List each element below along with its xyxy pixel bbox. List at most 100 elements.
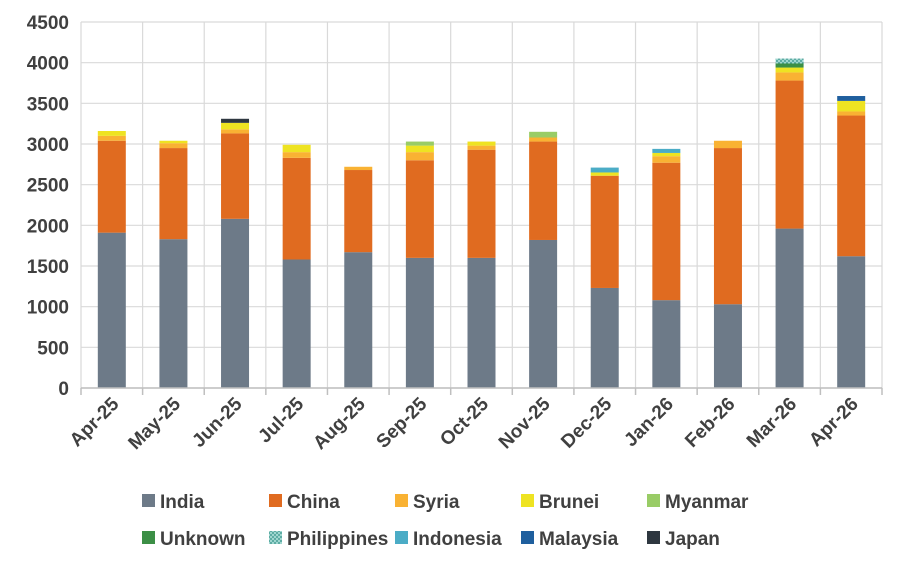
x-tick-label: Nov-25 xyxy=(495,393,555,453)
x-tick-label: Dec-25 xyxy=(557,393,616,452)
bar-segment-syria-jul-25 xyxy=(282,152,311,158)
bar-segment-india-apr-26 xyxy=(837,256,866,388)
legend-label-indonesia: Indonesia xyxy=(413,529,502,550)
bar-segment-china-oct-25 xyxy=(467,149,496,258)
bar-segment-china-feb-26 xyxy=(713,148,742,305)
bar-segment-china-dec-25 xyxy=(590,175,619,288)
bar-segment-syria-apr-26 xyxy=(837,111,866,116)
legend-swatch-japan xyxy=(647,531,660,544)
bar-segment-china-jul-25 xyxy=(282,157,311,260)
bar-segment-syria-apr-25 xyxy=(97,135,126,141)
legend-swatch-malaysia xyxy=(521,531,534,544)
bar-segment-brunei-may-25 xyxy=(159,140,188,144)
bar-segment-syria-jun-25 xyxy=(221,129,250,134)
bar-segment-japan-jun-25 xyxy=(221,118,250,123)
y-tick-label: 4000 xyxy=(27,54,69,75)
bar-segment-india-feb-26 xyxy=(713,304,742,388)
bar-segment-india-dec-25 xyxy=(590,287,619,388)
bar-segment-indonesia-jan-26 xyxy=(652,148,681,153)
bar-segment-myanmar-sep-25 xyxy=(405,141,434,146)
bar-segment-syria-oct-25 xyxy=(467,145,496,150)
x-tick-label: May-25 xyxy=(125,393,186,454)
bar-segment-china-may-25 xyxy=(159,148,188,240)
legend-swatch-china xyxy=(269,494,282,507)
legend-label-india: India xyxy=(160,492,205,513)
x-tick-label: Aug-25 xyxy=(309,393,370,454)
bar-segment-china-apr-25 xyxy=(97,140,126,233)
y-tick-label: 2500 xyxy=(27,176,69,197)
x-tick-label: Oct-25 xyxy=(436,393,493,450)
legend-label-unknown: Unknown xyxy=(160,529,246,550)
bar-segment-syria-mar-26 xyxy=(775,72,804,81)
bar-segment-china-mar-26 xyxy=(775,80,804,229)
bar-segment-syria-jan-26 xyxy=(652,156,681,163)
x-tick-label: Jan-26 xyxy=(620,394,677,451)
bar-segment-india-apr-25 xyxy=(97,232,126,388)
bar-segment-india-sep-25 xyxy=(405,257,434,388)
bar-segment-india-oct-25 xyxy=(467,257,496,388)
bar-segment-syria-may-25 xyxy=(159,143,188,149)
y-tick-label: 4500 xyxy=(27,13,69,34)
bar-segment-china-jan-26 xyxy=(652,162,681,301)
x-tick-label: Apr-26 xyxy=(805,394,862,451)
bar-segment-india-jul-25 xyxy=(282,259,311,388)
bar-segment-brunei-apr-26 xyxy=(837,100,866,112)
x-tick-label: Apr-25 xyxy=(66,393,124,451)
x-tick-label: Sep-25 xyxy=(373,393,432,452)
legend-swatch-unknown xyxy=(142,531,155,544)
bar-segment-syria-nov-25 xyxy=(529,137,558,142)
legend-label-china: China xyxy=(287,492,340,513)
legend-swatch-myanmar xyxy=(647,494,660,507)
x-tick-label: Jun-25 xyxy=(188,393,246,451)
bar-segment-indonesia-dec-25 xyxy=(590,167,619,173)
bar-segment-myanmar-nov-25 xyxy=(529,131,558,138)
legend-swatch-brunei xyxy=(521,494,534,507)
bar-segment-india-nov-25 xyxy=(529,239,558,388)
bar-segment-china-apr-26 xyxy=(837,115,866,257)
bar-segment-philippines-mar-26 xyxy=(775,58,804,64)
y-tick-label: 1500 xyxy=(27,257,69,278)
bar-segment-brunei-dec-25 xyxy=(590,172,619,176)
legend: India China Syria Brunei Myanmar Unknown Phili… xyxy=(142,492,749,550)
y-tick-label: 3000 xyxy=(27,135,69,156)
bar-segment-india-mar-26 xyxy=(775,228,804,388)
legend-swatch-philippines xyxy=(269,531,282,544)
bar-segment-india-may-25 xyxy=(159,239,188,388)
legend-label-myanmar: Myanmar xyxy=(665,492,749,513)
y-tick-label: 2000 xyxy=(27,216,69,237)
bar-segment-malaysia-apr-26 xyxy=(837,96,866,101)
legend-label-syria: Syria xyxy=(413,492,460,513)
x-tick-label: Mar-26 xyxy=(743,394,801,452)
legend-label-malaysia: Malaysia xyxy=(539,529,619,550)
bar-segment-brunei-jul-25 xyxy=(282,144,311,153)
legend-label-brunei: Brunei xyxy=(539,492,599,513)
bar-segment-brunei-jan-26 xyxy=(652,152,681,157)
axes: 0 500 1000 1500 2000 2500 3000 3500 4000 4500 Apr-… xyxy=(27,13,883,454)
bar-segment-china-sep-25 xyxy=(405,160,434,258)
y-tick-label: 0 xyxy=(58,379,69,400)
bar-segment-china-nov-25 xyxy=(529,141,558,240)
y-tick-label: 500 xyxy=(37,338,69,359)
legend-swatch-indonesia xyxy=(395,531,408,544)
bar-segment-brunei-apr-25 xyxy=(97,130,126,136)
x-tick-label: Feb-26 xyxy=(681,394,739,452)
bar-segment-syria-sep-25 xyxy=(405,152,434,161)
y-tick-label: 1000 xyxy=(27,298,69,319)
legend-label-philippines: Philippines xyxy=(287,529,388,550)
bar-segment-india-jun-25 xyxy=(221,218,250,388)
bars xyxy=(97,58,866,388)
bar-segment-brunei-sep-25 xyxy=(405,145,434,153)
bar-segment-syria-aug-25 xyxy=(344,166,373,171)
legend-swatch-india xyxy=(142,494,155,507)
bar-segment-brunei-jun-25 xyxy=(221,122,250,130)
bar-segment-china-aug-25 xyxy=(344,170,373,253)
legend-swatch-syria xyxy=(395,494,408,507)
bar-segment-brunei-mar-26 xyxy=(775,67,804,73)
bar-segment-syria-feb-26 xyxy=(713,140,742,149)
bar-segment-china-jun-25 xyxy=(221,133,250,219)
legend-label-japan: Japan xyxy=(665,529,720,550)
y-tick-label: 3500 xyxy=(27,94,69,115)
x-tick-label: Jul-25 xyxy=(255,393,309,447)
bar-segment-india-aug-25 xyxy=(344,252,373,388)
bar-segment-india-jan-26 xyxy=(652,300,681,388)
